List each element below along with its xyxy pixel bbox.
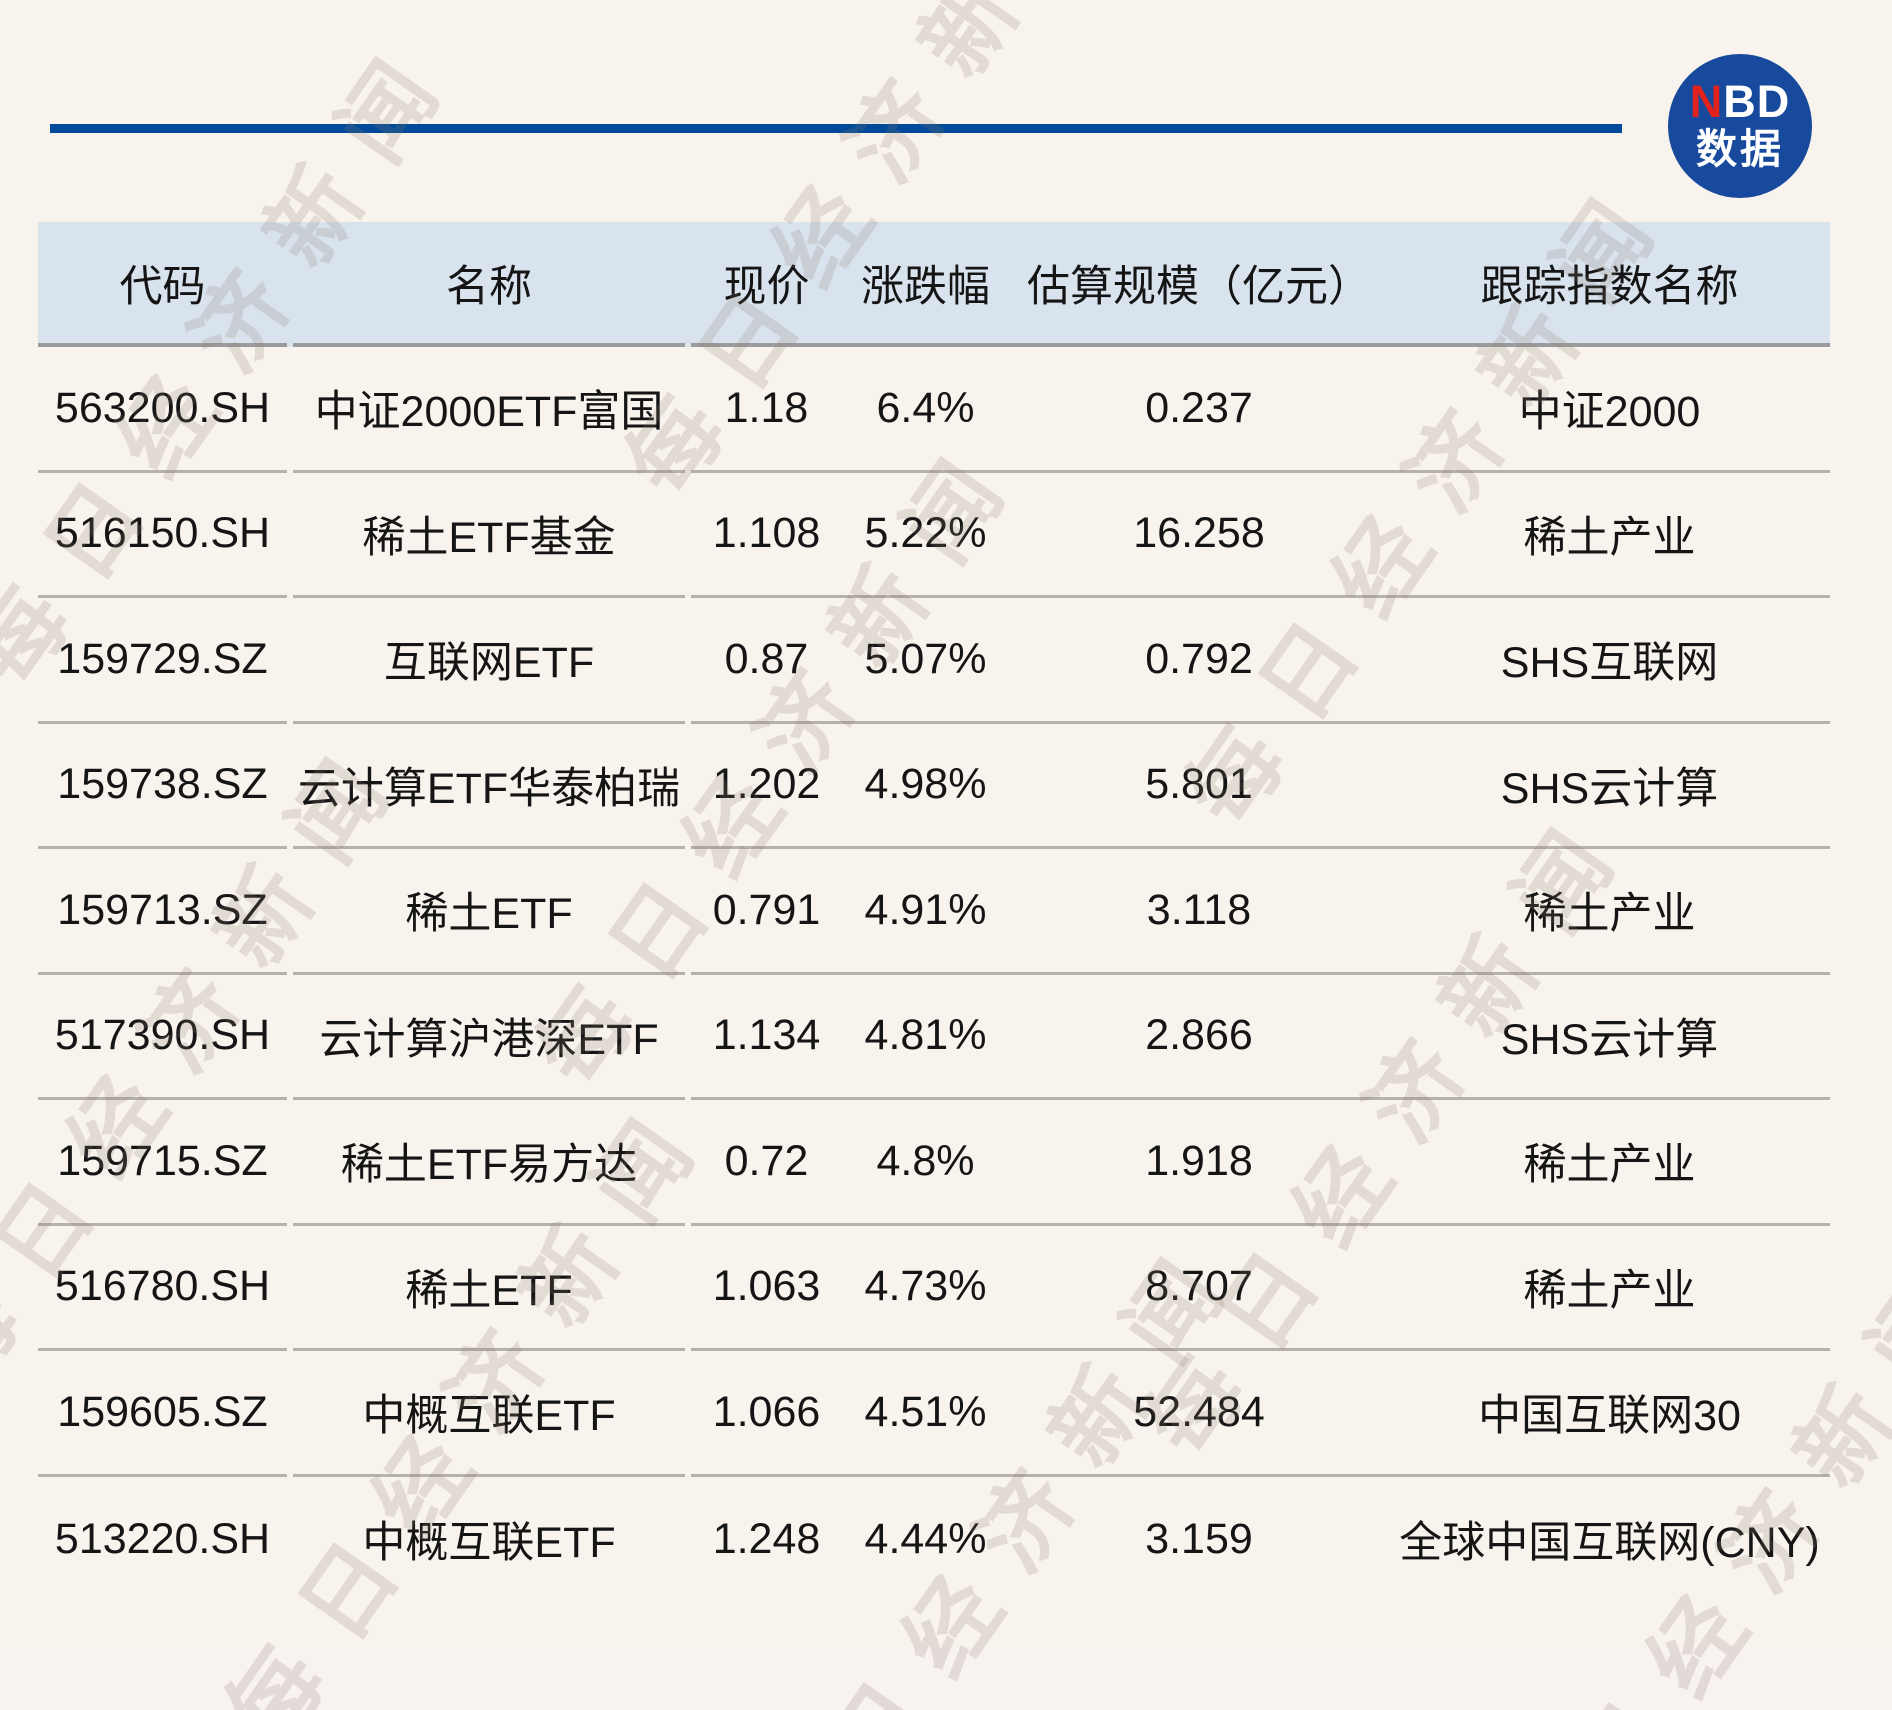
cell-price: 1.108 [691,473,842,598]
header-code: 代码 [38,222,287,347]
cell-code: 513220.SH [54,1514,271,1563]
nbd-logo: NBD 数据 [1668,54,1812,198]
etf-table: 代码 名称 现价 涨跌幅 估算规模（亿元） 跟踪指数名称 563200.SH 中… [38,222,1830,1602]
cell-index: SHS云计算 [1389,975,1830,1100]
cell-change: 4.91% [842,849,1009,975]
cell-name: 云计算ETF华泰柏瑞 [293,724,685,849]
cell-code: 159605.SZ [38,1351,287,1477]
cell-scale: 3.159 [1145,1514,1253,1563]
cell-name: 互联网ETF [293,598,685,724]
cell-price: 0.72 [691,1100,842,1226]
cell-name: 稀土ETF [293,1226,685,1351]
cell-index: 中证2000 [1389,347,1830,473]
nbd-logo-text: NBD [1690,79,1791,124]
cell-price: 1.18 [691,347,842,473]
table-row: 513220.SH 中概互联ETF 1.248 4.44% 3.159 全球中国… [38,1477,1830,1603]
cell-index: 稀土产业 [1389,849,1830,975]
cell-price: 0.791 [691,849,842,975]
cell-name: 中证2000ETF富国 [293,347,685,473]
cell-code: 159713.SZ [38,849,287,975]
header-price: 现价 [691,222,842,347]
nbd-logo-caption: 数据 [1696,126,1784,173]
cell-code: 517390.SH [38,975,287,1100]
header-change: 涨跌幅 [842,222,1009,347]
cell-index: SHS云计算 [1389,724,1830,849]
table-row: 159729.SZ 互联网ETF 0.87 5.07% 0.792 SHS互联网 [38,598,1830,724]
cell-index: 稀土产业 [1389,1100,1830,1226]
table-row: 159713.SZ 稀土ETF 0.791 4.91% 3.118 稀土产业 [38,849,1830,975]
cell-price: 1.248 [712,1514,821,1563]
table-row: 563200.SH 中证2000ETF富国 1.18 6.4% 0.237 中证… [38,347,1830,473]
cell-name: 中概互联ETF [362,1519,616,1568]
cell-code: 516150.SH [38,473,287,598]
top-divider-rule [50,124,1622,133]
cell-scale: 0.237 [1009,347,1389,473]
cell-scale: 1.918 [1009,1100,1389,1226]
cell-code: 159715.SZ [38,1100,287,1226]
cell-index: 稀土产业 [1389,1226,1830,1351]
table-row: 159738.SZ 云计算ETF华泰柏瑞 1.202 4.98% 5.801 S… [38,724,1830,849]
cell-change: 5.22% [842,473,1009,598]
cell-change: 4.44% [864,1514,987,1563]
cell-price: 1.202 [691,724,842,849]
header-name: 名称 [293,222,685,347]
cell-index: 中国互联网30 [1389,1351,1830,1477]
cell-name: 稀土ETF易方达 [293,1100,685,1226]
table-row: 159715.SZ 稀土ETF易方达 0.72 4.8% 1.918 稀土产业 [38,1100,1830,1226]
nbd-logo-letter-n: N [1689,76,1724,128]
cell-change: 4.81% [842,975,1009,1100]
cell-name: 稀土ETF [293,849,685,975]
cell-price: 0.87 [691,598,842,724]
table-row: 516780.SH 稀土ETF 1.063 4.73% 8.707 稀土产业 [38,1226,1830,1351]
cell-change: 4.8% [842,1100,1009,1226]
cell-scale: 8.707 [1009,1226,1389,1351]
cell-index: SHS互联网 [1389,598,1830,724]
cell-name: 云计算沪港深ETF [293,975,685,1100]
cell-code: 159738.SZ [38,724,287,849]
cell-scale: 2.866 [1009,975,1389,1100]
cell-change: 6.4% [842,347,1009,473]
table-header-row: 代码 名称 现价 涨跌幅 估算规模（亿元） 跟踪指数名称 [38,222,1830,347]
cell-code: 516780.SH [38,1226,287,1351]
table-row: 159605.SZ 中概互联ETF 1.066 4.51% 52.484 中国互… [38,1351,1830,1477]
cell-scale: 3.118 [1009,849,1389,975]
cell-change: 4.51% [842,1351,1009,1477]
header-scale: 估算规模（亿元） [1009,222,1389,347]
cell-change: 4.73% [842,1226,1009,1351]
nbd-logo-letters-bd: BD [1723,76,1791,128]
cell-price: 1.066 [691,1351,842,1477]
table-row: 516150.SH 稀土ETF基金 1.108 5.22% 16.258 稀土产… [38,473,1830,598]
cell-code: 159729.SZ [38,598,287,724]
table-row: 517390.SH 云计算沪港深ETF 1.134 4.81% 2.866 SH… [38,975,1830,1100]
cell-price: 1.134 [691,975,842,1100]
cell-name: 稀土ETF基金 [293,473,685,598]
cell-scale: 0.792 [1009,598,1389,724]
cell-index: 全球中国互联网(CNY) [1399,1519,1820,1568]
cell-change: 4.98% [842,724,1009,849]
cell-change: 5.07% [842,598,1009,724]
cell-name: 中概互联ETF [293,1351,685,1477]
cell-index: 稀土产业 [1389,473,1830,598]
footer-strip [0,1647,1892,1710]
cell-scale: 16.258 [1009,473,1389,598]
cell-scale: 52.484 [1009,1351,1389,1477]
cell-price: 1.063 [691,1226,842,1351]
cell-scale: 5.801 [1009,724,1389,849]
cell-code: 563200.SH [38,347,287,473]
header-index: 跟踪指数名称 [1389,222,1830,347]
